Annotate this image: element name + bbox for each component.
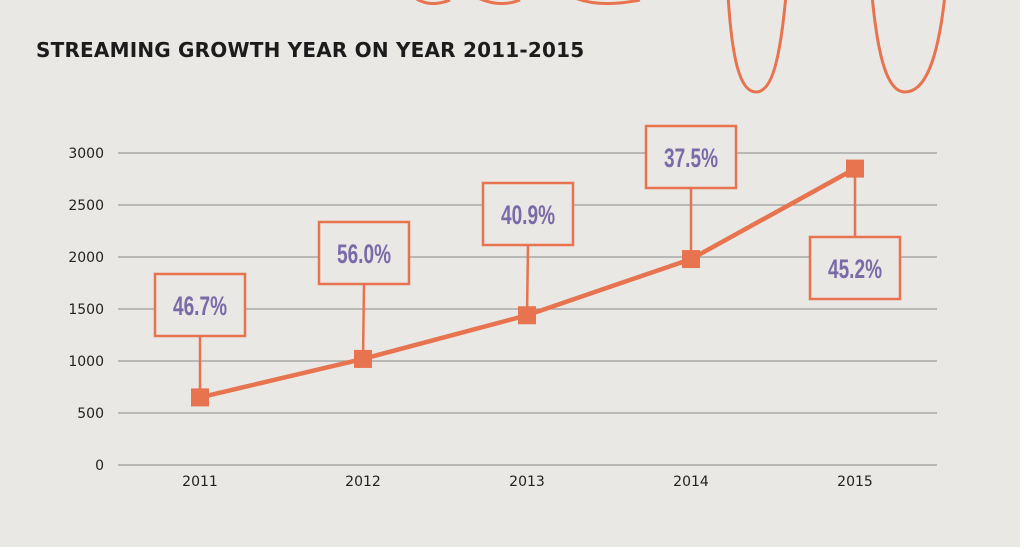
- data-point-marker: [518, 306, 536, 325]
- decorative-arc-top: [415, 0, 641, 6]
- callout-label: 46.7%: [173, 291, 227, 321]
- callout-label: 45.2%: [828, 254, 882, 284]
- callout-label: 40.9%: [501, 200, 555, 230]
- y-tick-label: 1500: [68, 302, 104, 318]
- y-tick-label: 3000: [68, 146, 104, 162]
- callout-connector: [361, 283, 366, 359]
- x-tick-label: 2011: [182, 474, 218, 490]
- y-tick-label: 0: [95, 458, 104, 474]
- data-point-marker: [682, 250, 700, 269]
- callout-box: [153, 272, 247, 338]
- callout-connector: [525, 244, 530, 316]
- data-point-marker: [191, 388, 209, 407]
- data-point-marker: [846, 159, 864, 178]
- callout-label: 37.5%: [664, 143, 718, 173]
- decorative-arc-left: [726, 0, 788, 94]
- x-tick-label: 2015: [837, 474, 873, 490]
- x-tick-label: 2013: [509, 474, 545, 490]
- callout-box: [481, 181, 575, 247]
- x-tick-label: 2012: [345, 474, 381, 490]
- data-point-marker: [354, 349, 372, 368]
- callout-box: [808, 235, 902, 301]
- right-edge: [1020, 0, 1024, 550]
- chart-title: STREAMING GROWTH YEAR ON YEAR 2011-2015: [36, 38, 585, 62]
- y-tick-label: 1000: [68, 354, 104, 370]
- bottom-edge: [0, 547, 1024, 550]
- x-tick-label: 2014: [673, 474, 709, 490]
- y-tick-label: 500: [77, 406, 104, 422]
- decorative-arc-right: [871, 0, 946, 94]
- callout-box: [644, 124, 738, 190]
- callout-box: [317, 220, 411, 286]
- callout-label: 56.0%: [337, 239, 391, 269]
- y-tick-label: 2500: [68, 198, 104, 214]
- y-tick-label: 2000: [68, 250, 104, 266]
